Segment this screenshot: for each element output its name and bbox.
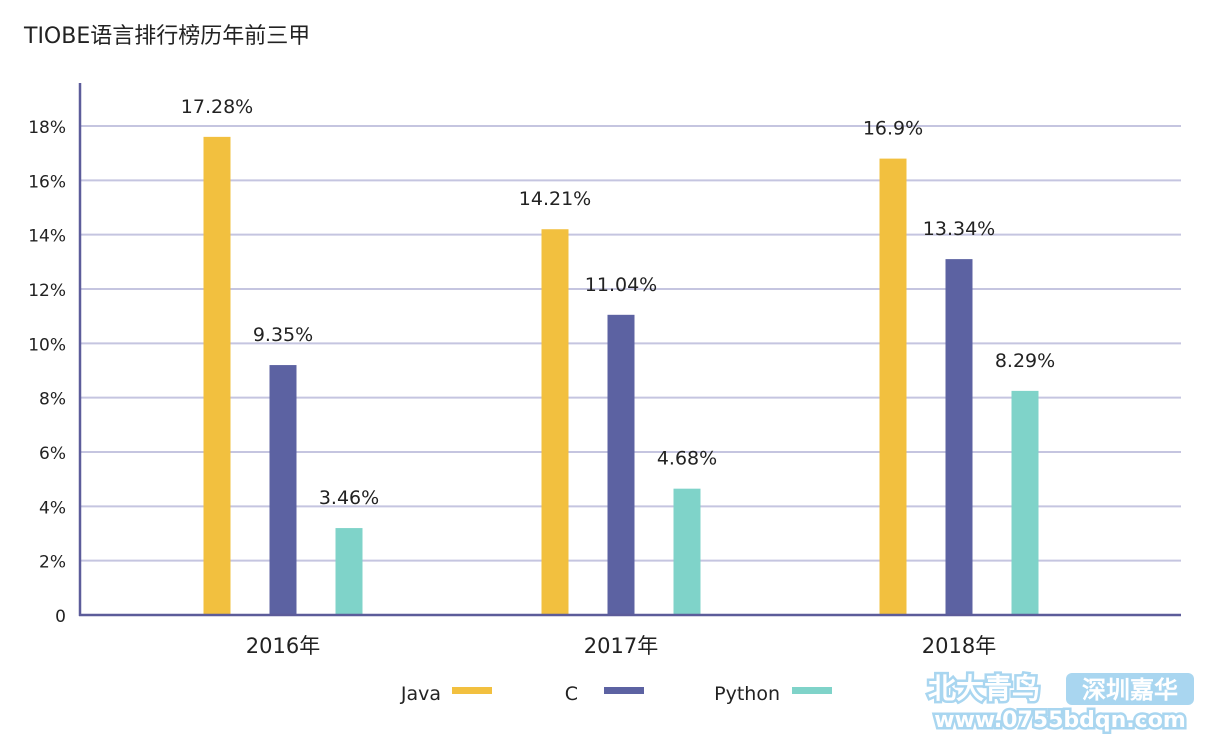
axes: [78, 83, 1181, 617]
legend-label: C: [565, 683, 578, 705]
watermark-box-text: 深圳嘉华: [1082, 676, 1178, 704]
y-tick-label: 6%: [39, 444, 66, 464]
watermark-main: 北大青鸟: [928, 672, 1040, 705]
y-tick-label: 0: [55, 607, 66, 627]
y-tick-label: 12%: [28, 281, 66, 301]
bar-java-0: [203, 136, 231, 615]
data-label: 9.35%: [253, 324, 313, 346]
x-axis-categories: 2016年 2017年 2018年: [246, 634, 996, 658]
data-label: 3.46%: [319, 487, 379, 509]
bar-java-1: [541, 229, 569, 615]
x-category-label: 2018年: [922, 634, 996, 658]
legend-swatch: [452, 687, 492, 694]
bar-java-2: [879, 158, 907, 615]
legend-swatch: [792, 687, 832, 694]
legend: Java C Python: [400, 683, 832, 705]
watermark: 北大青鸟 深圳嘉华 www.0755bdqn.com: [926, 670, 1194, 736]
data-label: 11.04%: [585, 274, 657, 296]
data-label: 17.28%: [181, 96, 253, 118]
legend-label: Python: [714, 683, 780, 705]
y-tick-label: 18%: [28, 118, 66, 138]
y-axis-ticks: 0 2% 4% 6% 8% 10% 12% 14% 16% 18%: [28, 118, 66, 627]
data-label: 16.9%: [863, 118, 923, 140]
bar-python-2: [1011, 390, 1039, 615]
x-category-label: 2017年: [584, 634, 658, 658]
data-label: 14.21%: [519, 188, 591, 210]
watermark-box: [1066, 673, 1194, 705]
bar-python-0: [335, 528, 363, 615]
legend-swatch: [604, 687, 644, 694]
y-tick-label: 2%: [39, 553, 66, 573]
data-label: 13.34%: [923, 218, 995, 240]
y-tick-label: 4%: [39, 498, 66, 518]
x-category-label: 2016年: [246, 634, 320, 658]
data-labels: 17.28% 14.21% 16.9% 9.35% 11.04% 13.34% 3.46% 4…: [181, 96, 1055, 509]
y-tick-label: 16%: [28, 172, 66, 192]
data-label: 4.68%: [657, 448, 717, 470]
watermark-url: www.0755bdqn.com: [934, 708, 1186, 733]
bar-c-2: [945, 259, 973, 615]
bars: [203, 136, 1039, 615]
bar-c-0: [269, 365, 297, 615]
bar-c-1: [607, 314, 635, 615]
y-tick-label: 10%: [28, 335, 66, 355]
chart-title: TIOBE语言排行榜历年前三甲: [23, 24, 310, 49]
legend-label: Java: [400, 683, 441, 705]
y-tick-label: 14%: [28, 227, 66, 247]
y-tick-label: 8%: [39, 390, 66, 410]
data-label: 8.29%: [995, 350, 1055, 372]
bar-python-1: [673, 488, 701, 615]
